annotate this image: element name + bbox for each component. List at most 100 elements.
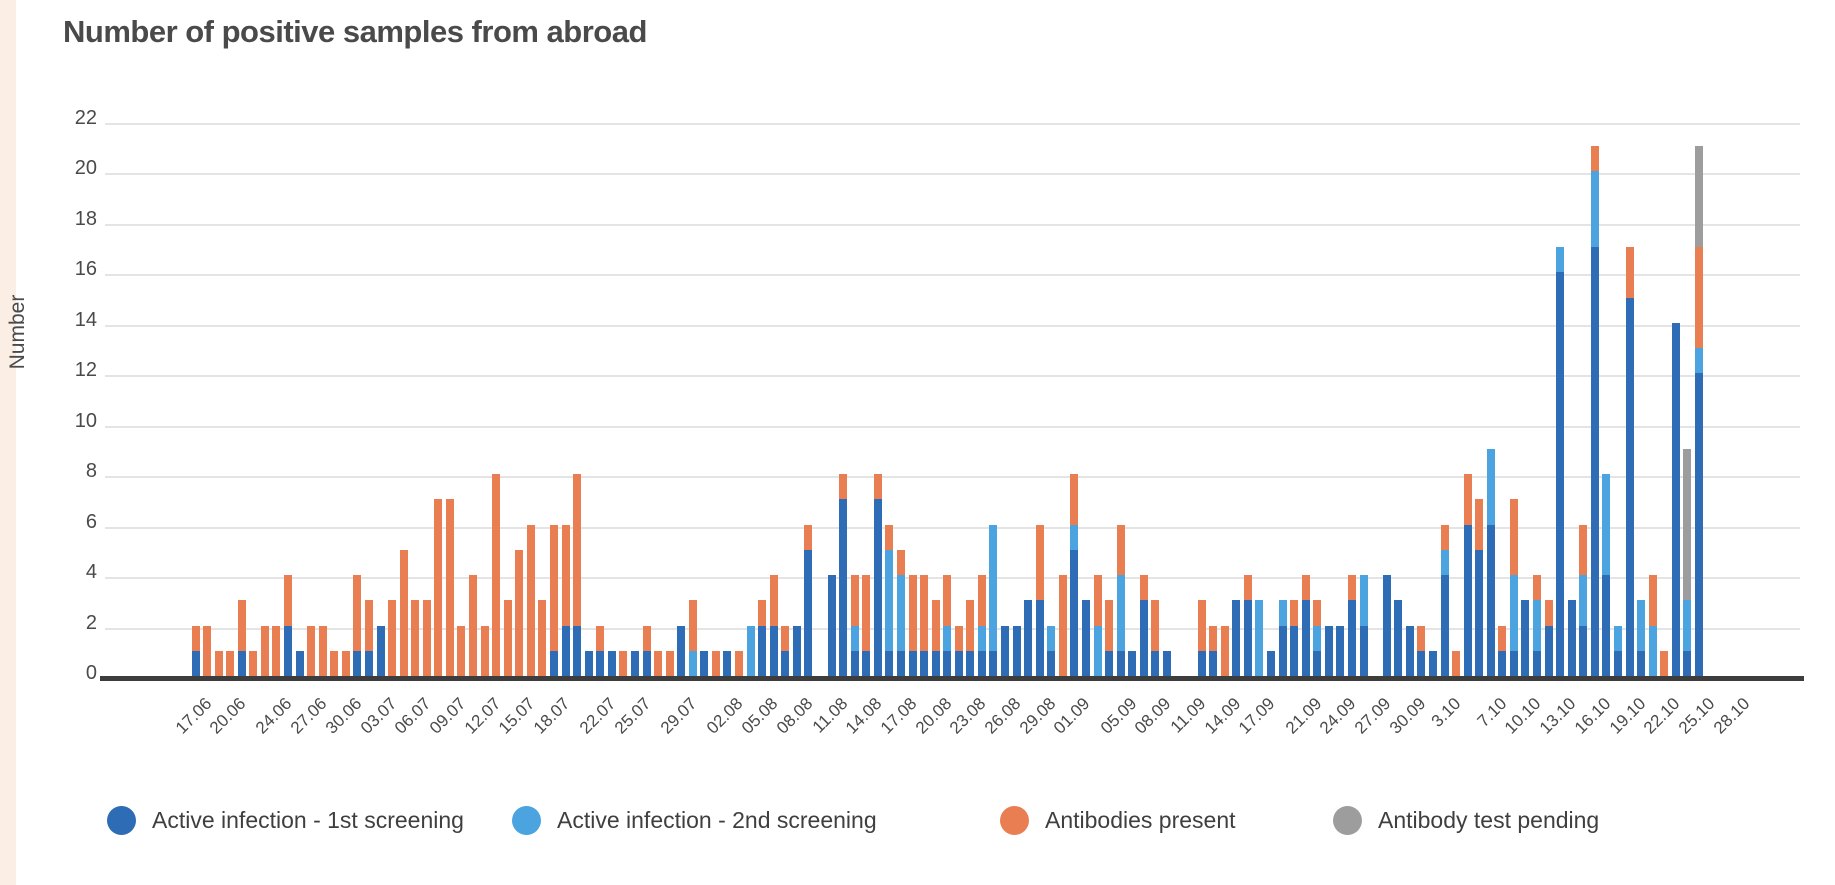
- bar[interactable]: [399, 549, 408, 676]
- bar[interactable]: [873, 474, 882, 676]
- bar[interactable]: [1220, 625, 1229, 676]
- bar[interactable]: [735, 650, 744, 676]
- bar[interactable]: [700, 650, 709, 676]
- bar[interactable]: [1533, 575, 1542, 676]
- bar[interactable]: [977, 575, 986, 676]
- bar[interactable]: [1058, 575, 1067, 676]
- bar[interactable]: [1359, 575, 1368, 676]
- bar[interactable]: [1613, 625, 1622, 676]
- bar[interactable]: [966, 600, 975, 676]
- bar[interactable]: [896, 549, 905, 676]
- bar[interactable]: [885, 524, 894, 676]
- bar[interactable]: [318, 625, 327, 676]
- bar[interactable]: [804, 524, 813, 676]
- bar[interactable]: [214, 650, 223, 676]
- bar[interactable]: [711, 650, 720, 676]
- bar[interactable]: [1070, 474, 1079, 676]
- bar[interactable]: [226, 650, 235, 676]
- bar[interactable]: [1348, 575, 1356, 676]
- bar[interactable]: [1255, 600, 1264, 676]
- legend-item-1[interactable]: Active infection - 1st screening: [107, 806, 464, 835]
- bar[interactable]: [908, 575, 917, 676]
- bar[interactable]: [1151, 600, 1160, 676]
- bar[interactable]: [550, 524, 558, 676]
- bar[interactable]: [1116, 524, 1125, 676]
- bar[interactable]: [561, 524, 570, 676]
- bar[interactable]: [1405, 625, 1414, 676]
- bar[interactable]: [237, 600, 246, 676]
- bar[interactable]: [1509, 499, 1518, 676]
- bar[interactable]: [1683, 448, 1692, 676]
- bar[interactable]: [688, 600, 697, 676]
- bar[interactable]: [364, 600, 373, 676]
- bar[interactable]: [943, 575, 952, 676]
- bar[interactable]: [839, 474, 848, 676]
- bar[interactable]: [538, 600, 547, 676]
- legend-item-2[interactable]: Active infection - 2nd screening: [512, 806, 877, 835]
- bar[interactable]: [1047, 625, 1056, 676]
- bar[interactable]: [411, 600, 420, 676]
- bar[interactable]: [1035, 524, 1044, 676]
- bar[interactable]: [1602, 474, 1611, 676]
- bar[interactable]: [989, 524, 998, 676]
- bar[interactable]: [1648, 575, 1657, 676]
- bar[interactable]: [1093, 575, 1102, 676]
- bar[interactable]: [1498, 625, 1507, 676]
- bar[interactable]: [469, 575, 478, 676]
- bar[interactable]: [781, 625, 790, 676]
- bar[interactable]: [307, 625, 316, 676]
- bar[interactable]: [1394, 600, 1403, 676]
- bar[interactable]: [1556, 247, 1565, 676]
- bar[interactable]: [1440, 524, 1449, 676]
- bar[interactable]: [272, 625, 281, 676]
- legend-item-4[interactable]: Antibody test pending: [1333, 806, 1599, 835]
- bar[interactable]: [434, 499, 443, 676]
- bar[interactable]: [654, 650, 663, 676]
- bar[interactable]: [1278, 600, 1287, 676]
- bar[interactable]: [515, 549, 524, 676]
- bar[interactable]: [388, 600, 397, 676]
- bar[interactable]: [584, 650, 593, 676]
- bar[interactable]: [480, 625, 489, 676]
- bar[interactable]: [1475, 499, 1484, 676]
- bar[interactable]: [1486, 448, 1495, 676]
- bar[interactable]: [1324, 625, 1333, 676]
- bar[interactable]: [284, 575, 293, 676]
- bar[interactable]: [1024, 600, 1033, 676]
- bar[interactable]: [295, 650, 304, 676]
- bar[interactable]: [457, 625, 466, 676]
- bar[interactable]: [596, 625, 605, 676]
- bar[interactable]: [573, 474, 582, 676]
- bar[interactable]: [1382, 575, 1391, 676]
- bar[interactable]: [1637, 600, 1646, 676]
- bar[interactable]: [1590, 146, 1599, 676]
- bar[interactable]: [330, 650, 339, 676]
- bar[interactable]: [920, 575, 929, 676]
- bar[interactable]: [862, 575, 871, 676]
- bar[interactable]: [723, 650, 732, 676]
- bar[interactable]: [827, 575, 836, 676]
- bar[interactable]: [1452, 650, 1461, 676]
- bar[interactable]: [1463, 474, 1472, 676]
- bar[interactable]: [769, 575, 778, 676]
- bar[interactable]: [1082, 600, 1090, 676]
- bar[interactable]: [1012, 625, 1021, 676]
- bar[interactable]: [954, 625, 963, 676]
- bar[interactable]: [503, 600, 512, 676]
- bar[interactable]: [1544, 600, 1553, 676]
- bar[interactable]: [445, 499, 454, 676]
- bar[interactable]: [665, 650, 674, 676]
- bar[interactable]: [1521, 600, 1530, 676]
- bar[interactable]: [1197, 600, 1206, 676]
- bar[interactable]: [1660, 650, 1669, 676]
- bar[interactable]: [677, 625, 686, 676]
- bar[interactable]: [1232, 600, 1241, 676]
- bar[interactable]: [607, 650, 616, 676]
- bar[interactable]: [492, 474, 501, 676]
- legend-item-3[interactable]: Antibodies present: [1000, 806, 1236, 835]
- bar[interactable]: [1313, 600, 1322, 676]
- bar[interactable]: [1105, 600, 1114, 676]
- bar[interactable]: [1267, 650, 1276, 676]
- bar[interactable]: [526, 524, 535, 676]
- bar[interactable]: [1001, 625, 1010, 676]
